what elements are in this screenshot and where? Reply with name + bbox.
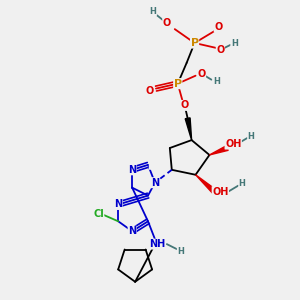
Text: NH: NH xyxy=(149,239,165,249)
Text: OH: OH xyxy=(212,187,229,196)
Text: O: O xyxy=(181,100,189,110)
Text: P: P xyxy=(190,38,199,48)
Text: O: O xyxy=(163,18,171,28)
Text: O: O xyxy=(197,69,206,79)
Text: H: H xyxy=(231,38,238,47)
Text: Cl: Cl xyxy=(93,209,104,219)
Text: H: H xyxy=(248,132,254,141)
Text: N: N xyxy=(128,226,136,236)
Text: P: P xyxy=(174,79,182,88)
Polygon shape xyxy=(209,146,228,155)
Text: H: H xyxy=(177,247,184,256)
Text: H: H xyxy=(239,179,246,188)
Polygon shape xyxy=(196,175,216,194)
Text: O: O xyxy=(216,45,224,55)
Text: OH: OH xyxy=(225,139,242,149)
Text: H: H xyxy=(213,77,220,86)
Text: N: N xyxy=(151,178,159,188)
Text: O: O xyxy=(214,22,223,32)
Text: N: N xyxy=(128,165,136,175)
Polygon shape xyxy=(185,118,192,140)
Text: O: O xyxy=(146,85,154,96)
Text: H: H xyxy=(149,7,156,16)
Text: N: N xyxy=(114,200,122,209)
